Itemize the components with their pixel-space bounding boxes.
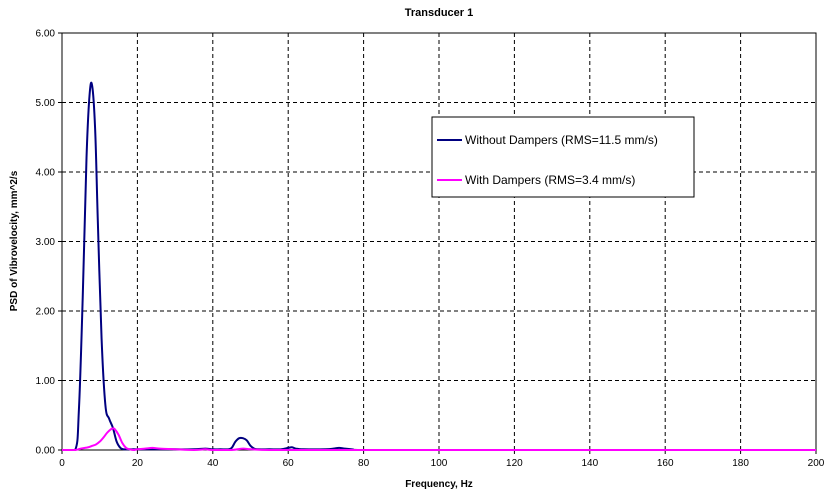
legend-box [431, 116, 695, 198]
y-axis-title: PSD of Vibrovelocity, mm^2/s [9, 170, 20, 311]
x-tick-label: 160 [657, 458, 674, 469]
x-axis-title: Frequency, Hz [405, 479, 473, 490]
y-tick-label: 5.00 [36, 98, 56, 109]
y-tick-label: 0.00 [36, 446, 56, 457]
legend-label-without-dampers: Without Dampers (RMS=11.5 mm/s) [465, 133, 658, 147]
series-line-without-dampers [61, 81, 816, 452]
x-tick-label: 60 [283, 458, 295, 469]
x-tick-label: 40 [207, 458, 219, 469]
plot-area [61, 32, 817, 451]
x-tick-label: 20 [132, 458, 144, 469]
y-tick-label: 3.00 [36, 237, 56, 248]
chart-title: Transducer 1 [405, 7, 473, 19]
x-tick-label: 140 [581, 458, 598, 469]
x-tick-label: 180 [732, 458, 749, 469]
x-tick-label: 200 [808, 458, 825, 469]
legend-label-with-dampers: With Dampers (RMS=3.4 mm/s) [465, 173, 635, 187]
series-line-with-dampers [61, 427, 816, 452]
series-layer [61, 81, 816, 452]
y-tick-label: 4.00 [36, 168, 56, 179]
axis-layer: 0 20 40 60 80 100 120 140 160 180 200 0.00 1.00 2.00 3… [36, 29, 825, 470]
y-tick-label: 1.00 [36, 376, 56, 387]
x-tick-label: 120 [506, 458, 523, 469]
x-tick-label: 80 [358, 458, 370, 469]
x-tick-label: 100 [431, 458, 448, 469]
legend: Without Dampers (RMS=11.5 mm/s) With Dam… [431, 116, 695, 198]
y-tick-label: 2.00 [36, 307, 56, 318]
x-tick-label: 0 [59, 458, 65, 469]
y-tick-label: 6.00 [36, 29, 56, 40]
